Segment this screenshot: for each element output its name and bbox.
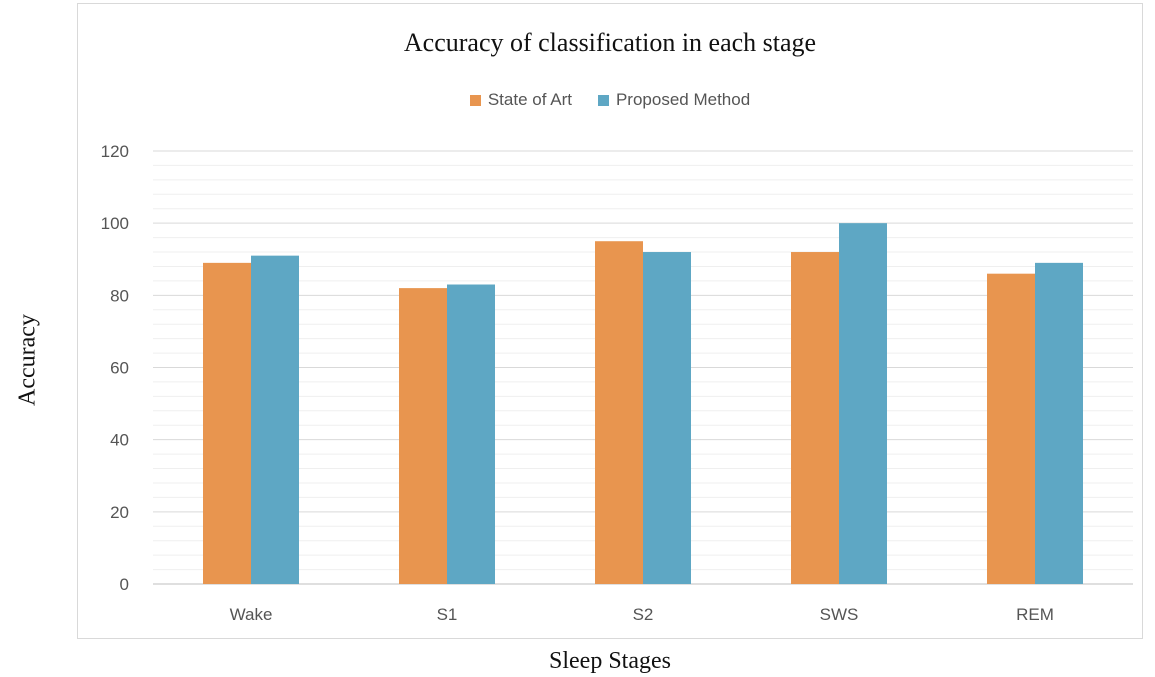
- bar-state-of-art-sws: [791, 252, 839, 585]
- y-tick-label: 120: [101, 142, 129, 161]
- bar-proposed-method-rem: [1035, 262, 1083, 584]
- legend-entry-proposed-method: Proposed Method: [597, 90, 751, 110]
- bar-proposed-method-s1: [447, 284, 495, 584]
- chart-title: Accuracy of classification in each stage: [403, 28, 817, 57]
- bar-proposed-method-wake: [251, 255, 299, 584]
- legend-entry-state-of-art: State of Art: [469, 90, 572, 110]
- y-axis-label: Accuracy: [14, 314, 41, 406]
- legend-label-proposed-method: Proposed Method: [615, 90, 751, 109]
- legend-swatch-proposed-method: [597, 94, 609, 106]
- x-tick-label: Wake: [230, 605, 273, 624]
- y-tick-label: 80: [110, 286, 129, 305]
- y-tick-label: 100: [101, 214, 129, 233]
- y-tick-label: 40: [110, 431, 129, 450]
- x-axis-label: Sleep Stages: [549, 648, 671, 674]
- y-tick-label: 60: [110, 359, 129, 378]
- chart-legend: State of Art Proposed Method: [77, 90, 1143, 110]
- bar-state-of-art-wake: [203, 262, 251, 584]
- legend-label-state-of-art: State of Art: [487, 90, 572, 109]
- legend-swatch-state-of-art: [469, 94, 481, 106]
- x-tick-label: S1: [437, 605, 458, 624]
- bar-proposed-method-s2: [643, 252, 691, 585]
- y-tick-label: 20: [110, 503, 129, 522]
- bar-state-of-art-rem: [987, 273, 1035, 584]
- bar-state-of-art-s1: [399, 288, 447, 584]
- y-tick-label: 0: [120, 575, 129, 594]
- bar-state-of-art-s2: [595, 241, 643, 585]
- x-tick-label: S2: [633, 605, 654, 624]
- x-tick-label: SWS: [820, 605, 859, 624]
- x-tick-label: REM: [1016, 605, 1054, 624]
- bar-proposed-method-sws: [839, 223, 887, 584]
